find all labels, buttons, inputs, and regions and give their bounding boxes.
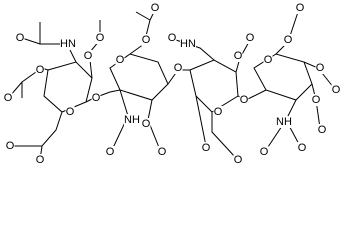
- label-background: [60, 38, 76, 50]
- atom-label: O: [312, 94, 321, 106]
- label-background: [263, 54, 273, 66]
- atom-label: HN: [60, 38, 76, 50]
- atom-label: O: [142, 118, 151, 130]
- label-background: [259, 146, 269, 158]
- label-background: [315, 62, 325, 74]
- bond: [89, 59, 93, 79]
- bond: [21, 37, 60, 45]
- label-background: [233, 154, 243, 166]
- label-background: [276, 116, 292, 128]
- label-background: [150, 2, 160, 14]
- atom-label: O: [6, 140, 15, 152]
- atom-label: O: [106, 146, 115, 158]
- atom-label: O: [318, 124, 327, 136]
- bond: [14, 111, 63, 147]
- atom-label: O: [234, 50, 243, 62]
- label-background: [233, 50, 243, 62]
- atom-label: O: [16, 32, 25, 44]
- atom-label: HN: [180, 38, 196, 50]
- label-background: [95, 32, 105, 44]
- label-background: [213, 106, 223, 118]
- label-background: [167, 32, 177, 44]
- atom-label: O: [168, 32, 177, 44]
- bond: [85, 89, 121, 103]
- atom-label: O: [174, 62, 183, 74]
- atom-label: O: [332, 84, 341, 96]
- atom-label: NH: [276, 116, 292, 128]
- atom-label: NH: [124, 114, 140, 126]
- bond: [9, 71, 37, 97]
- label-background: [105, 146, 115, 158]
- atom-label: O: [264, 54, 273, 66]
- label-background: [157, 146, 167, 158]
- label-background: [124, 114, 140, 126]
- atom-label: O: [202, 142, 211, 154]
- label-background: [35, 154, 45, 166]
- label-background: [173, 62, 183, 74]
- label-background: [5, 140, 15, 152]
- atom-label: O: [260, 146, 269, 158]
- atom-label: O: [96, 32, 105, 44]
- atom-label: O: [246, 32, 255, 44]
- bond: [69, 49, 77, 63]
- atom-label: O: [298, 142, 307, 154]
- label-background: [201, 142, 211, 154]
- atom-label: O: [116, 54, 125, 66]
- label-background: [83, 50, 93, 62]
- label-background: [297, 142, 307, 154]
- label-background: [331, 84, 341, 96]
- atom-label: O: [284, 34, 293, 46]
- atom-label: O: [66, 106, 75, 118]
- label-background: [295, 2, 305, 14]
- atom-label: O: [151, 2, 160, 14]
- label-background: [317, 124, 327, 136]
- label-background: [141, 118, 151, 130]
- atom-label: O: [240, 94, 249, 106]
- label-background: [15, 32, 25, 44]
- label-background: [141, 34, 151, 46]
- bond: [135, 11, 151, 21]
- atom-label: O: [4, 92, 13, 104]
- label-background: [35, 64, 45, 76]
- atom-label: O: [92, 92, 101, 104]
- atom-label: O: [234, 154, 243, 166]
- label-background: [311, 94, 321, 106]
- label-background: [65, 106, 75, 118]
- label-background: [91, 92, 101, 104]
- atom-label: O: [214, 106, 223, 118]
- label-background: [283, 34, 293, 46]
- label-background: [115, 54, 125, 66]
- bond: [129, 9, 156, 55]
- bond: [195, 95, 207, 147]
- atom-label: O: [158, 146, 167, 158]
- label-background: [180, 38, 196, 50]
- label-background: [245, 32, 255, 44]
- ring: [43, 61, 93, 113]
- atom-label: O: [36, 154, 45, 166]
- atom-label: O: [296, 2, 305, 14]
- atom-label: O: [142, 34, 151, 46]
- atom-label: O: [316, 62, 325, 74]
- atom-label: O: [36, 64, 45, 76]
- label-background: [3, 92, 13, 104]
- atom-label: O: [84, 50, 93, 62]
- ring: [253, 53, 313, 101]
- label-background: [239, 94, 249, 106]
- bond: [211, 112, 237, 159]
